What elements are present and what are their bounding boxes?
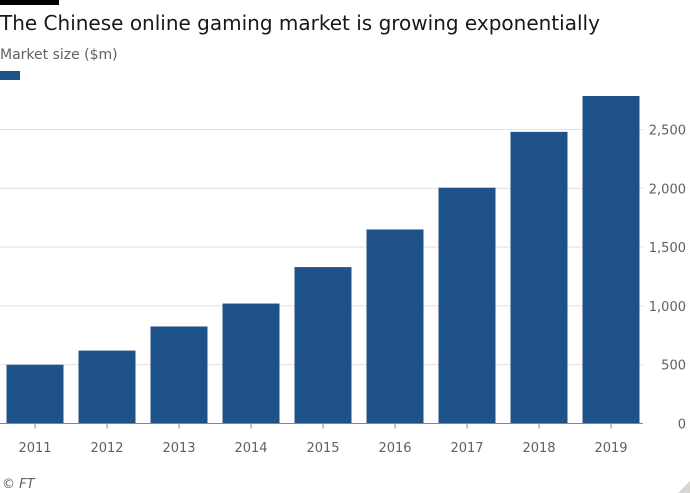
y-tick-labels: 0 500 1,000 1,500 2,000 2,500 bbox=[649, 124, 686, 433]
x-tick-label: 2014 bbox=[234, 441, 267, 456]
y-tick-label: 2,000 bbox=[649, 182, 686, 197]
bars bbox=[6, 95, 640, 424]
bar-2019 bbox=[582, 95, 640, 424]
x-tick-label: 2011 bbox=[18, 441, 51, 456]
bar-2011 bbox=[6, 364, 64, 424]
x-tick-label: 2016 bbox=[378, 441, 411, 456]
y-tick-label: 500 bbox=[661, 359, 686, 374]
chart-title: The Chinese online gaming market is grow… bbox=[0, 11, 600, 35]
x-tick-label: 2012 bbox=[90, 441, 123, 456]
bar-2013 bbox=[150, 326, 208, 424]
chart-subtitle: Market size ($m) bbox=[0, 47, 118, 63]
header-rule bbox=[0, 0, 59, 5]
bar-2016 bbox=[366, 229, 424, 424]
y-tick-label: 1,000 bbox=[649, 300, 686, 315]
y-tick-label: 2,500 bbox=[649, 124, 686, 139]
x-tick-label: 2019 bbox=[594, 441, 627, 456]
corner-mark bbox=[678, 481, 690, 493]
x-tick-labels: 2011 2012 2013 2014 2015 2016 2017 2018 2019 bbox=[18, 423, 628, 456]
bar-2012 bbox=[78, 350, 136, 424]
y-tick-label: 1,500 bbox=[649, 241, 686, 256]
legend-swatch bbox=[0, 71, 20, 80]
x-tick-label: 2015 bbox=[306, 441, 339, 456]
x-tick-label: 2018 bbox=[522, 441, 555, 456]
x-tick-label: 2017 bbox=[450, 441, 483, 456]
source-credit: © FT bbox=[2, 477, 35, 492]
bar-2018 bbox=[510, 131, 568, 424]
bar-2015 bbox=[294, 267, 352, 424]
bar-2014 bbox=[222, 303, 280, 424]
y-tick-label: 0 bbox=[678, 418, 686, 433]
x-tick-label: 2013 bbox=[162, 441, 195, 456]
bar-2017 bbox=[438, 187, 496, 424]
